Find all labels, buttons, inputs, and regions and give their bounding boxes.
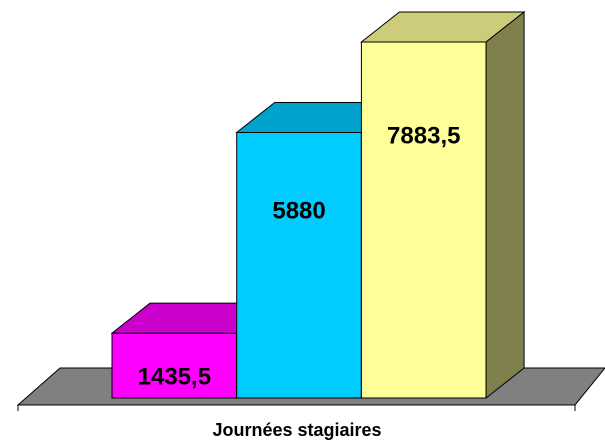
value-label: 7883,5 xyxy=(387,122,460,149)
value-label: 1435,5 xyxy=(138,364,211,391)
x-category-label: Journées stagiaires xyxy=(212,420,381,440)
bar xyxy=(111,332,238,399)
value-label: 5880 xyxy=(272,197,325,224)
bar-side xyxy=(485,10,525,400)
bar xyxy=(236,131,362,399)
bar xyxy=(360,41,487,399)
